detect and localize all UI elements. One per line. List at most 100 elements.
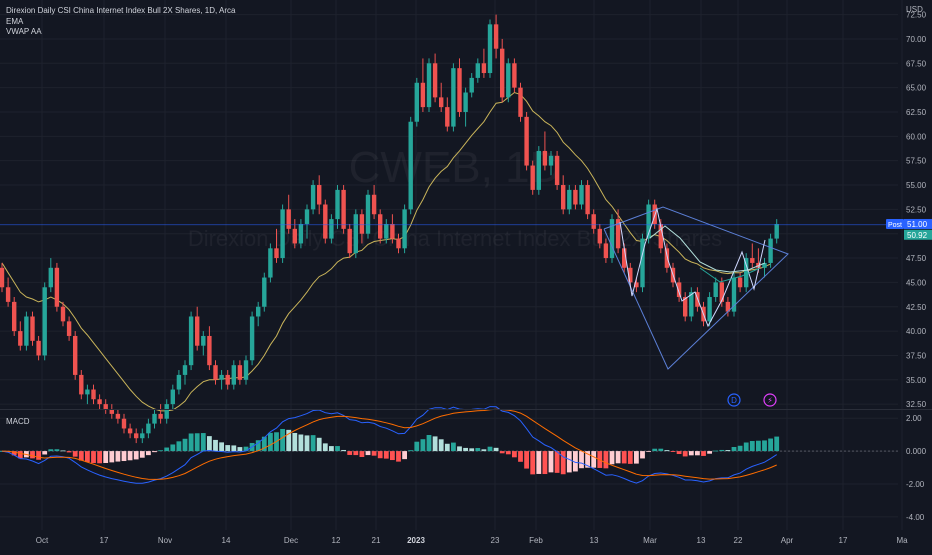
macd-histogram-bar bbox=[756, 440, 761, 452]
candle-body bbox=[36, 340, 41, 356]
candle-body bbox=[676, 282, 682, 298]
macd-histogram-bar bbox=[646, 451, 651, 452]
macd-histogram-bar bbox=[139, 451, 145, 458]
macd-histogram-bar bbox=[585, 451, 590, 468]
macd-histogram-bar bbox=[225, 445, 231, 452]
time-tick-label: Dec bbox=[284, 536, 298, 545]
candle-body bbox=[121, 418, 127, 429]
macd-histogram-bar bbox=[371, 451, 377, 456]
macd-histogram-bar bbox=[231, 445, 237, 452]
macd-histogram-bar bbox=[444, 443, 450, 452]
macd-histogram-bar bbox=[432, 436, 438, 452]
macd-histogram-bar bbox=[573, 451, 578, 472]
candle-body bbox=[384, 223, 389, 239]
legend-title: Direxion Daily CSI China Internet Index … bbox=[6, 6, 236, 15]
candle-body bbox=[188, 316, 194, 366]
macd-histogram-bar bbox=[194, 433, 200, 452]
candle-body bbox=[365, 194, 371, 234]
price-tick-label: 65.00 bbox=[906, 84, 927, 93]
earnings-marker: ⚡ bbox=[763, 393, 777, 407]
candle-body bbox=[737, 277, 743, 288]
candle-body bbox=[475, 63, 480, 78]
candle-body bbox=[54, 267, 60, 307]
chart-legend: Direxion Daily CSI China Internet Index … bbox=[6, 6, 235, 38]
vwap-band bbox=[699, 267, 761, 283]
macd-histogram-bar bbox=[115, 451, 121, 462]
candle-body bbox=[66, 321, 72, 336]
candle-body bbox=[73, 335, 78, 375]
macd-histogram-bar bbox=[408, 450, 414, 452]
candle-body bbox=[774, 223, 779, 239]
macd-histogram-bar bbox=[731, 446, 737, 452]
price-tick-label: 32.50 bbox=[906, 400, 927, 409]
macd-histogram-bar bbox=[768, 438, 773, 452]
candle-body bbox=[658, 223, 663, 249]
candle-body bbox=[603, 243, 609, 259]
macd-histogram-bar bbox=[579, 451, 584, 469]
macd-histogram-bar bbox=[146, 451, 151, 456]
candle-body bbox=[152, 413, 157, 424]
time-tick-label: 13 bbox=[697, 536, 706, 545]
macd-histogram-bar bbox=[17, 451, 23, 459]
pane-divider[interactable] bbox=[0, 409, 932, 410]
candle-body bbox=[689, 292, 694, 317]
macd-histogram-bar bbox=[438, 439, 444, 452]
macd-histogram-bar bbox=[536, 451, 542, 474]
candle-body bbox=[134, 433, 139, 439]
candle-body bbox=[597, 228, 602, 244]
time-tick-label: Feb bbox=[529, 536, 543, 545]
price-tick-label: 35.00 bbox=[906, 376, 927, 385]
macd-histogram-bar bbox=[219, 442, 224, 452]
candle-body bbox=[231, 365, 236, 385]
macd-histogram-bar bbox=[176, 441, 182, 452]
macd-histogram-bar bbox=[103, 451, 109, 463]
macd-label[interactable]: MACD bbox=[6, 417, 30, 426]
macd-histogram-bar bbox=[237, 447, 243, 452]
wave-path bbox=[619, 207, 766, 328]
candle-body bbox=[256, 306, 261, 317]
candle-body bbox=[640, 238, 645, 288]
candle-body bbox=[42, 287, 47, 356]
candle-body bbox=[762, 262, 767, 268]
macd-histogram-bar bbox=[91, 451, 96, 464]
candle-body bbox=[91, 389, 96, 400]
earnings-marker-text: ⚡ bbox=[767, 396, 773, 405]
macd-histogram-bar bbox=[493, 447, 499, 452]
candle-body bbox=[298, 223, 304, 244]
candle-body bbox=[243, 360, 249, 380]
candle-body bbox=[310, 185, 316, 210]
candle-body bbox=[359, 214, 365, 234]
macd-histogram-bar bbox=[762, 440, 767, 452]
watermark-symbol: CWEB, 1D bbox=[349, 143, 562, 192]
macd-histogram-bar bbox=[200, 433, 206, 452]
pattern-drawing bbox=[603, 206, 789, 370]
macd-histogram-bar bbox=[481, 449, 487, 452]
macd-histogram-bar bbox=[182, 438, 188, 452]
macd-tick-label: -4.00 bbox=[906, 513, 925, 522]
candle-body bbox=[487, 24, 493, 74]
candle-body bbox=[371, 194, 377, 215]
overlay: Post 51.00 50.92 D ⚡ bbox=[727, 218, 932, 407]
time-tick-label: 17 bbox=[100, 536, 109, 545]
legend-vwap[interactable]: VWAP AA bbox=[6, 27, 42, 36]
candle-body bbox=[408, 121, 413, 210]
macd-histogram-bar bbox=[72, 451, 78, 457]
candle-body bbox=[402, 209, 407, 249]
macd-histogram-bar bbox=[505, 451, 511, 455]
macd-histogram-bar bbox=[591, 451, 597, 468]
candle-body bbox=[79, 374, 84, 395]
candle-body bbox=[518, 87, 523, 117]
candle-body bbox=[341, 189, 346, 229]
price-tick-label: 57.50 bbox=[906, 157, 927, 166]
macd-histogram-bar bbox=[682, 451, 688, 457]
candle-body bbox=[329, 219, 334, 239]
candle-body bbox=[493, 24, 499, 49]
macd-histogram-bar bbox=[560, 451, 566, 475]
legend-ema[interactable]: EMA bbox=[6, 16, 24, 26]
macd-histogram-bar bbox=[255, 440, 261, 452]
candle-body bbox=[97, 399, 102, 405]
price-tick-label: 37.50 bbox=[906, 351, 927, 360]
post-price-label: 51.00 bbox=[907, 220, 928, 229]
